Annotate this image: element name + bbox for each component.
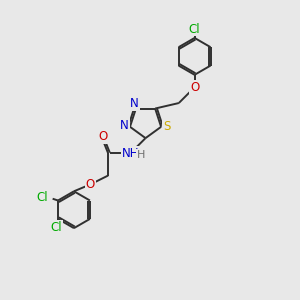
Text: N: N [120,119,129,132]
Text: O: O [86,178,95,191]
Text: H: H [136,150,145,160]
Text: S: S [163,120,170,133]
Text: Cl: Cl [189,22,200,35]
Text: N: N [130,97,139,110]
Text: Cl: Cl [37,191,49,204]
Text: O: O [98,130,107,143]
Text: O: O [190,81,199,94]
Text: NH: NH [122,147,139,160]
Text: Cl: Cl [51,221,62,234]
